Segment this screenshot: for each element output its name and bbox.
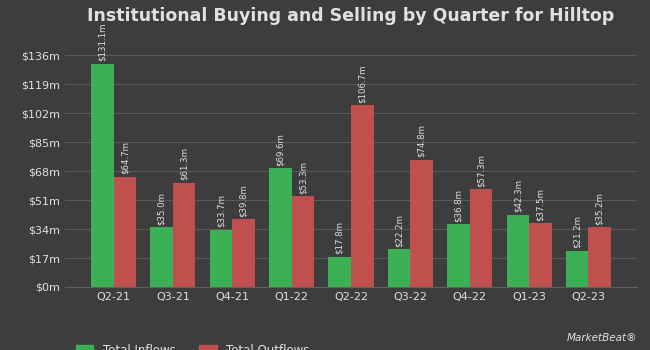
Text: $69.6m: $69.6m [276,133,285,166]
Text: $37.5m: $37.5m [536,188,545,220]
Text: $39.8m: $39.8m [239,184,248,217]
Text: $64.7m: $64.7m [120,141,129,174]
Text: $35.2m: $35.2m [595,191,604,224]
Legend: Total Inflows, Total Outflows: Total Inflows, Total Outflows [71,339,315,350]
Text: $35.0m: $35.0m [157,192,166,225]
Bar [410,160,433,287]
Text: $74.8m: $74.8m [417,124,426,157]
Title: Institutional Buying and Selling by Quarter for Hilltop: Institutional Buying and Selling by Quar… [87,7,615,25]
Bar [506,215,529,287]
Bar [114,177,136,287]
Bar [447,224,470,287]
Bar [292,196,314,287]
Bar [232,219,255,287]
Text: $61.3m: $61.3m [179,147,188,180]
Text: $33.7m: $33.7m [216,194,226,227]
Text: $42.3m: $42.3m [514,180,523,212]
Bar [529,223,552,287]
Bar [269,168,292,287]
Text: MarketBeat®: MarketBeat® [567,333,637,343]
Bar [173,183,196,287]
Text: $22.2m: $22.2m [395,214,404,247]
Bar [351,105,374,287]
Bar [588,227,611,287]
Text: $21.2m: $21.2m [573,215,582,248]
Text: $106.7m: $106.7m [358,64,367,103]
Bar [566,251,588,287]
Bar [210,230,232,287]
Bar [470,189,492,287]
Bar [388,249,410,287]
Text: $36.8m: $36.8m [454,189,463,222]
Bar [328,257,351,287]
Bar [150,228,173,287]
Text: $17.8m: $17.8m [335,221,345,254]
Text: $131.1m: $131.1m [98,23,107,61]
Bar [91,64,114,287]
Text: $57.3m: $57.3m [476,154,486,187]
Text: $53.3m: $53.3m [298,161,307,194]
